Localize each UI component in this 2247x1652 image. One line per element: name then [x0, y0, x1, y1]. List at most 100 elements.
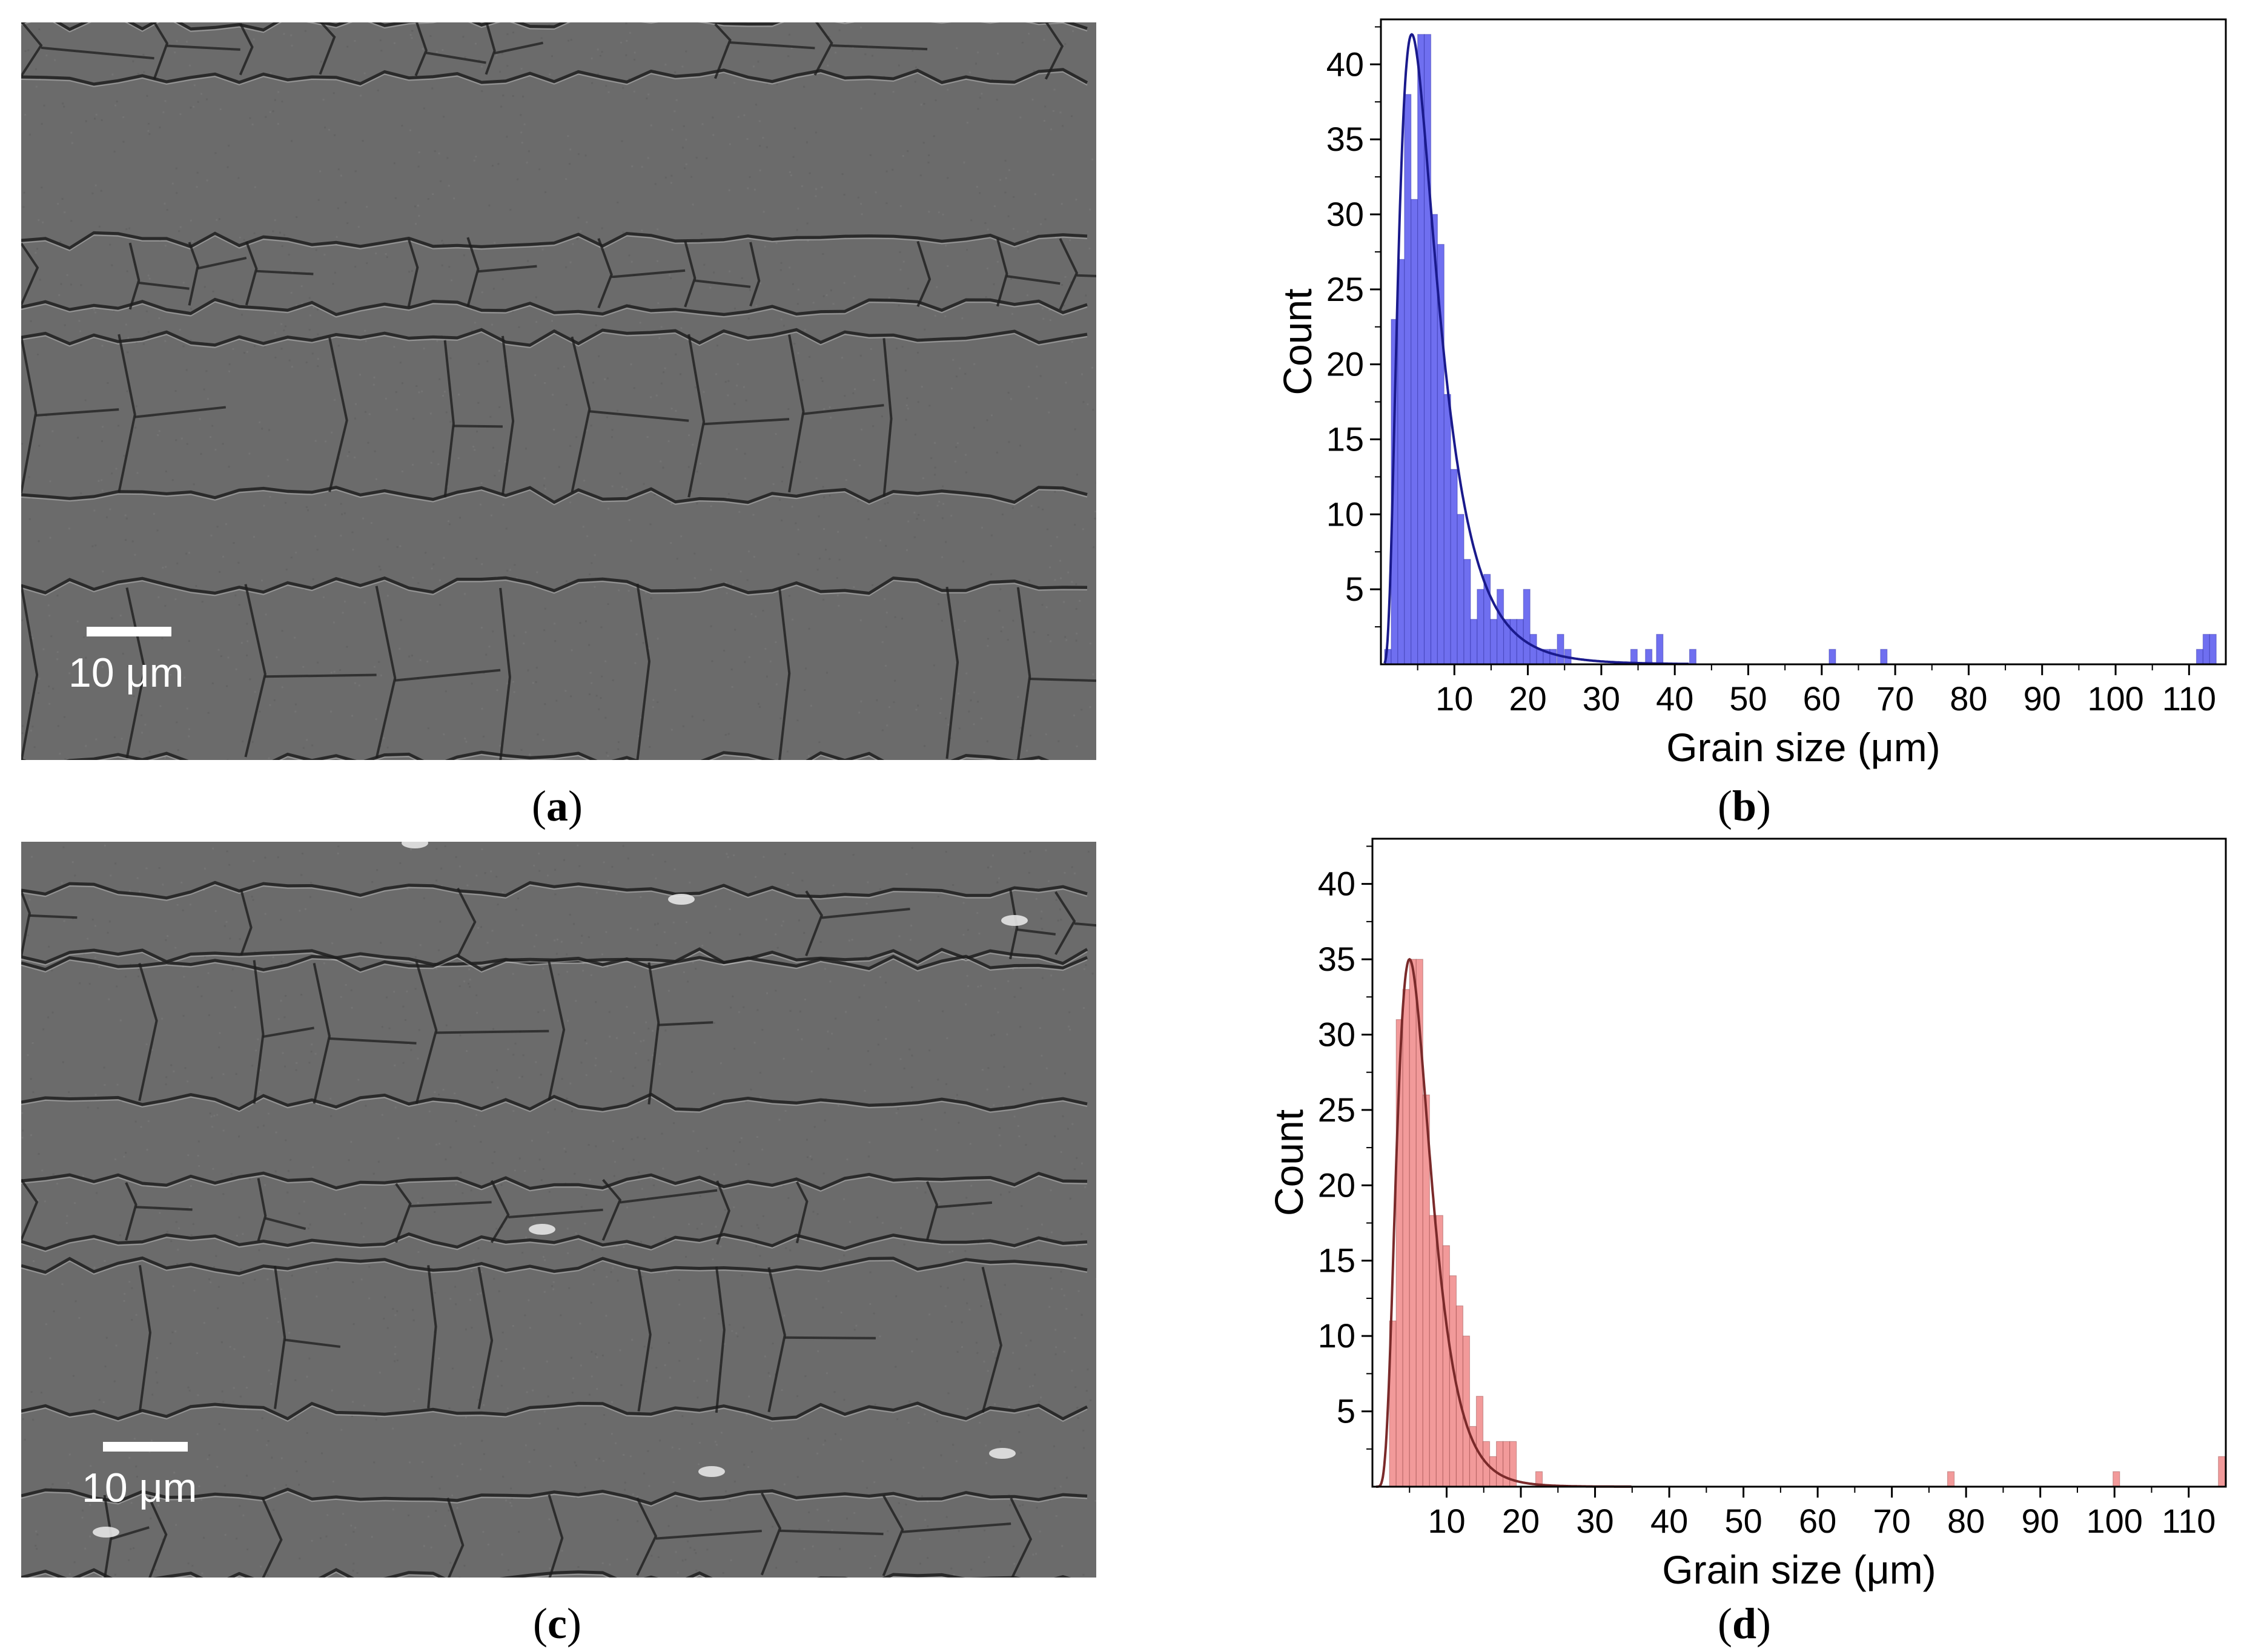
y-tick-label: 25 — [1326, 270, 1364, 308]
x-tick-label: 100 — [2087, 679, 2143, 718]
y-tick-label: 35 — [1318, 940, 1355, 978]
histogram-bar — [1429, 1215, 1437, 1487]
histogram-bar — [1516, 619, 1524, 665]
histogram-bar — [1450, 469, 1458, 665]
caption-a: (a) — [532, 782, 583, 830]
bright-particle — [668, 894, 695, 905]
scale-bar-a — [87, 627, 171, 636]
scale-label-c: 10 μm — [82, 1465, 197, 1511]
histogram-bar — [1645, 649, 1653, 665]
histogram-bar — [1630, 649, 1638, 665]
fit-curve — [1376, 957, 1632, 1488]
x-axis-label: Grain size (μm) — [1662, 1547, 1936, 1592]
grain-band — [21, 22, 1088, 87]
histogram-bar — [1470, 619, 1478, 665]
plot-frame — [1371, 838, 2227, 1488]
histogram-bar — [1384, 649, 1392, 665]
y-tick-label: 15 — [1326, 420, 1364, 458]
y-tick-label: 20 — [1318, 1166, 1355, 1204]
y-tick-label: 5 — [1337, 1392, 1355, 1430]
bright-particle — [529, 1224, 555, 1235]
histogram-bar — [1442, 1245, 1451, 1487]
grain-band — [21, 1487, 1088, 1578]
histogram-bar — [2209, 633, 2217, 665]
caption-c: (c) — [533, 1599, 581, 1648]
histogram-bar — [1449, 1275, 1457, 1487]
histogram-bar — [2113, 1471, 2120, 1487]
x-axis-label: Grain size (μm) — [1666, 725, 1940, 770]
y-tick-label: 40 — [1318, 865, 1355, 903]
y-tick-label: 5 — [1345, 570, 1364, 608]
grain-band — [21, 953, 1088, 1113]
histogram-bar — [1409, 959, 1417, 1487]
histogram-bar — [1469, 1426, 1477, 1487]
y-tick-label: 35 — [1326, 120, 1364, 158]
histogram-bar — [1503, 1441, 1511, 1487]
histogram-bar — [1462, 1335, 1471, 1487]
histogram-bar — [1523, 589, 1531, 665]
histogram-bar — [1490, 619, 1498, 665]
x-tick-label: 60 — [1803, 679, 1841, 718]
grain-band — [21, 1171, 1088, 1252]
caption-letter-d: d — [1732, 1599, 1757, 1648]
x-tick-label: 110 — [2162, 679, 2216, 718]
histogram-bar — [1549, 649, 1557, 665]
x-tick-label: 100 — [2086, 1502, 2142, 1540]
histogram-bar — [1509, 619, 1518, 665]
y-tick-label: 25 — [1318, 1091, 1355, 1129]
scale-label-a: 10 μm — [68, 650, 184, 696]
histogram-bar — [1415, 959, 1423, 1487]
y-tick-label: 20 — [1326, 345, 1364, 383]
caption-letter-a: a — [546, 782, 568, 830]
scale-bar-c — [103, 1442, 188, 1452]
histogram-bar — [1395, 1019, 1403, 1487]
histogram-bar — [1455, 1305, 1464, 1487]
histogram-bar — [1417, 34, 1425, 665]
y-tick-label: 15 — [1318, 1241, 1355, 1280]
histogram-bar — [1437, 243, 1444, 665]
grain-boundaries-a — [21, 22, 1096, 760]
histogram-bar — [1509, 1441, 1517, 1487]
histogram-bar — [1828, 649, 1836, 665]
caption-b: (b) — [1717, 782, 1771, 830]
x-tick-label: 10 — [1428, 1502, 1465, 1540]
histogram-bar — [1496, 1441, 1504, 1487]
histogram-bar — [2202, 633, 2210, 665]
histogram-bar — [2196, 649, 2203, 665]
x-tick-label: 50 — [1724, 1502, 1762, 1540]
bright-particle — [93, 1527, 119, 1538]
x-tick-label: 70 — [1873, 1502, 1911, 1540]
histogram-bar — [1430, 214, 1438, 665]
bright-particle — [989, 1448, 1016, 1459]
histogram-bar — [1477, 589, 1484, 665]
bright-particle — [698, 1466, 725, 1477]
grain-band — [21, 576, 1096, 760]
histogram-bar — [1503, 619, 1511, 665]
histogram-bar — [1880, 649, 1888, 665]
histogram-bar — [1457, 514, 1464, 665]
y-tick-label: 10 — [1318, 1317, 1355, 1355]
x-tick-label: 40 — [1656, 679, 1693, 718]
histogram-bar — [1535, 1471, 1543, 1487]
histogram-bar — [2218, 1456, 2226, 1487]
x-tick-label: 70 — [1876, 679, 1914, 718]
y-axis-label: Count — [1275, 288, 1320, 395]
histogram-bar — [1483, 573, 1491, 665]
x-tick-label: 10 — [1435, 679, 1473, 718]
x-tick-label: 60 — [1799, 1502, 1836, 1540]
histogram-bar — [1397, 259, 1405, 665]
histogram-bar — [1411, 199, 1418, 665]
x-tick-label: 50 — [1729, 679, 1767, 718]
y-tick-label: 30 — [1318, 1015, 1355, 1053]
histogram-bar — [1656, 633, 1664, 665]
x-tick-label: 40 — [1650, 1502, 1688, 1540]
histogram-bar — [1389, 1320, 1397, 1487]
histogram-bar — [1463, 559, 1471, 665]
caption-letter-c: c — [548, 1599, 567, 1648]
histogram-bar — [1482, 1441, 1491, 1487]
histogram-bar — [1391, 319, 1398, 665]
caption-letter-b: b — [1732, 782, 1757, 830]
sem-micrograph-a: 10 μm — [21, 22, 1096, 760]
x-tick-label: 110 — [2162, 1502, 2216, 1540]
histogram-bar — [1422, 1094, 1430, 1487]
